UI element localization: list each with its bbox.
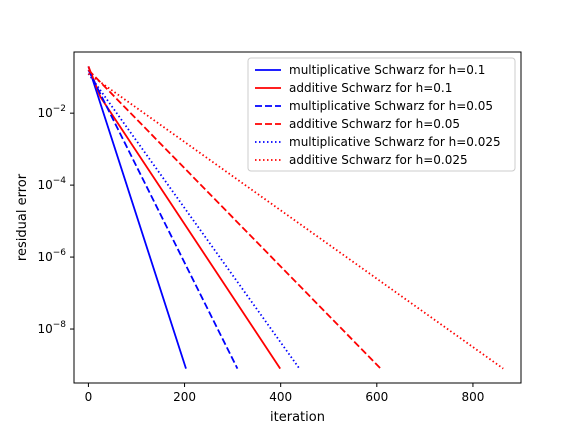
x-tick-label: 600 (365, 390, 388, 404)
y-axis-label: residual error (15, 173, 30, 261)
legend-label-3: multiplicative Schwarz for h=0.05 (289, 99, 493, 113)
x-tick-label: 400 (269, 390, 292, 404)
legend-label-2: additive Schwarz for h=0.1 (289, 81, 452, 95)
series-line-1 (87, 66, 187, 369)
y-tick-label: 10−4 (37, 176, 66, 192)
x-tick-label: 800 (461, 390, 484, 404)
legend-label-1: multiplicative Schwarz for h=0.1 (289, 63, 485, 77)
legend: multiplicative Schwarz for h=0.1 additive… (247, 57, 516, 172)
series-line-5 (87, 73, 301, 370)
y-axis-ticks: 10−8 10−6 10−4 10−2 (37, 104, 74, 336)
x-tick-label: 0 (85, 390, 93, 404)
plot-frame (73, 51, 522, 384)
x-axis-ticks: 0 200 400 600 800 (85, 383, 484, 404)
y-tick-label: 10−6 (37, 248, 66, 264)
x-axis-label: iteration (270, 410, 325, 425)
series-lines (87, 66, 504, 370)
x-tick-label: 200 (173, 390, 196, 404)
legend-label-5: multiplicative Schwarz for h=0.025 (289, 135, 501, 149)
legend-box (247, 57, 516, 172)
y-tick-label: 10−2 (37, 104, 66, 120)
series-line-3 (87, 69, 239, 370)
series-line-6 (87, 72, 504, 370)
y-tick-label: 10−8 (37, 320, 66, 336)
legend-label-4: additive Schwarz for h=0.05 (289, 117, 460, 131)
legend-label-6: additive Schwarz for h=0.025 (289, 153, 468, 167)
